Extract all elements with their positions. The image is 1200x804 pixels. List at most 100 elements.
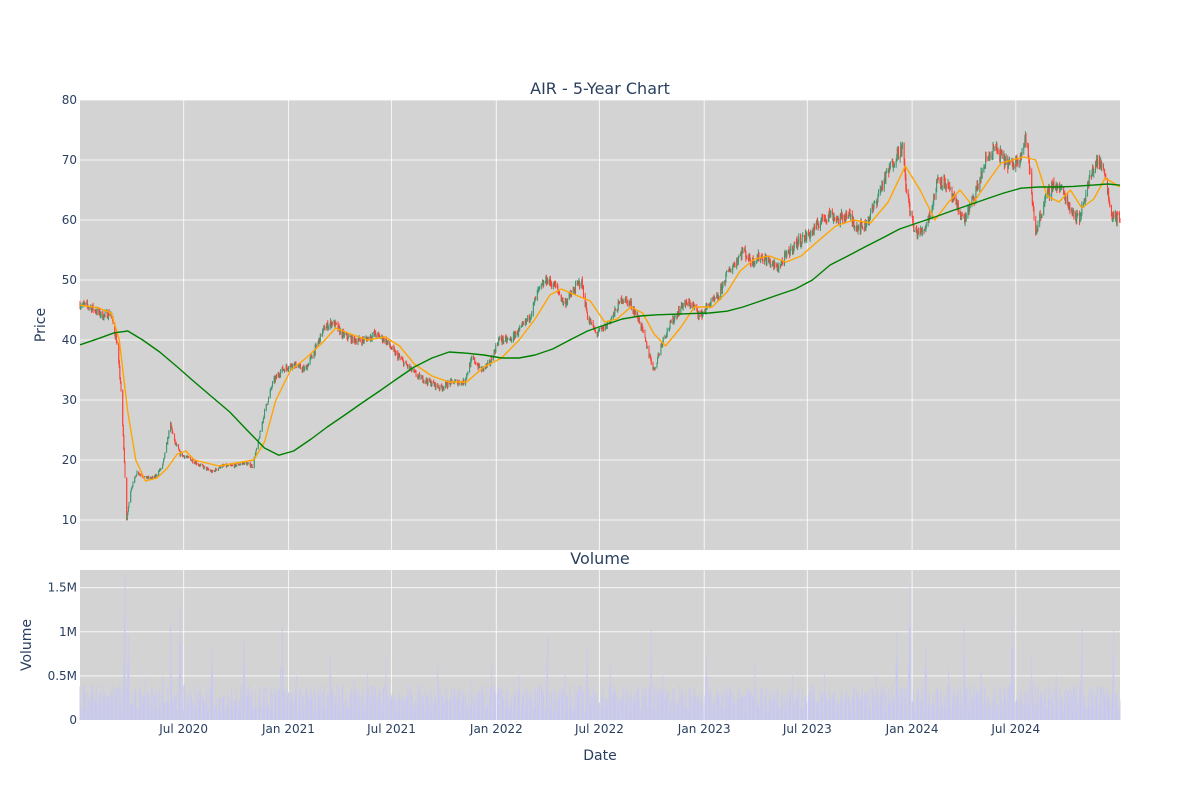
price-candle-body bbox=[318, 338, 320, 341]
price-candle-body bbox=[433, 383, 435, 386]
price-candle-body bbox=[429, 380, 431, 382]
volume-bar bbox=[712, 706, 714, 720]
price-candle-body bbox=[901, 146, 903, 155]
volume-bar bbox=[86, 710, 88, 720]
volume-bar bbox=[589, 703, 591, 720]
price-candle-body bbox=[744, 248, 746, 252]
price-candle-body bbox=[580, 283, 582, 287]
price-candle-body bbox=[1112, 212, 1114, 218]
volume-bar bbox=[493, 687, 494, 720]
volume-bar bbox=[242, 686, 244, 720]
volume-bar bbox=[1025, 691, 1026, 720]
price-candle-body bbox=[852, 219, 854, 223]
price-candle-body bbox=[789, 252, 791, 256]
volume-bar bbox=[1012, 647, 1014, 720]
price-candle-body bbox=[811, 231, 813, 234]
price-candle-body bbox=[937, 178, 939, 183]
volume-bar bbox=[697, 696, 699, 720]
volume-bar bbox=[225, 708, 227, 720]
price-candle-body bbox=[252, 467, 254, 468]
volume-bar bbox=[371, 685, 373, 720]
price-candle-body bbox=[810, 231, 812, 235]
volume-bar bbox=[845, 699, 846, 720]
volume-bar bbox=[757, 699, 759, 720]
price-candle-body bbox=[948, 183, 950, 186]
price-candle-body bbox=[733, 264, 735, 265]
volume-bar bbox=[94, 698, 96, 720]
price-candle-body bbox=[908, 201, 910, 204]
volume-bar bbox=[784, 695, 785, 720]
price-candle-body bbox=[1044, 198, 1046, 204]
price-candle-body bbox=[1057, 184, 1059, 186]
price-candle-body bbox=[470, 360, 472, 367]
price-candle-body bbox=[114, 333, 116, 338]
volume-bar bbox=[245, 694, 247, 720]
volume-bar bbox=[872, 691, 874, 720]
volume-bar bbox=[213, 705, 215, 720]
price-candle-body bbox=[622, 300, 624, 301]
price-candle-body bbox=[940, 182, 942, 186]
volume-bar bbox=[1020, 703, 1022, 720]
volume-bar bbox=[929, 708, 931, 720]
volume-bar bbox=[198, 699, 200, 720]
volume-bar bbox=[124, 574, 126, 720]
price-candle-body bbox=[275, 375, 277, 378]
price-candle-body bbox=[134, 476, 136, 478]
price-candle-body bbox=[625, 298, 627, 303]
volume-bar bbox=[760, 689, 762, 720]
volume-bar bbox=[941, 698, 943, 720]
volume-bar bbox=[710, 686, 711, 720]
volume-bar bbox=[657, 692, 659, 720]
price-candle-body bbox=[988, 156, 990, 158]
volume-bar bbox=[354, 697, 356, 720]
volume-bar bbox=[539, 685, 541, 720]
price-candle-body bbox=[991, 155, 993, 158]
price-candle-body bbox=[512, 333, 514, 341]
price-candle-body bbox=[445, 382, 447, 384]
volume-bar bbox=[980, 686, 981, 720]
price-candle-body bbox=[713, 298, 715, 300]
volume-bar bbox=[1007, 710, 1009, 720]
price-candle-body bbox=[511, 340, 513, 342]
volume-bar bbox=[88, 699, 90, 720]
price-candle-body bbox=[135, 474, 137, 477]
price-candle-body bbox=[725, 274, 727, 282]
price-candle-body bbox=[698, 315, 700, 318]
volume-bar bbox=[769, 689, 771, 720]
volume-bar bbox=[449, 697, 451, 720]
price-candle-body bbox=[688, 300, 690, 306]
volume-bar bbox=[494, 684, 496, 720]
price-candle-body bbox=[422, 376, 424, 382]
volume-bar bbox=[164, 703, 166, 720]
volume-bar bbox=[90, 685, 92, 720]
price-candle-body bbox=[107, 311, 109, 319]
price-candle-body bbox=[858, 224, 860, 229]
volume-bar bbox=[681, 688, 683, 720]
volume-bar bbox=[272, 693, 273, 720]
price-candle-body bbox=[951, 187, 953, 199]
volume-bar bbox=[450, 688, 452, 720]
price-candle-body bbox=[278, 373, 280, 376]
volume-bar bbox=[1027, 699, 1029, 720]
price-candle-body bbox=[1065, 196, 1067, 202]
price-candle-body bbox=[195, 462, 197, 465]
price-candle-body bbox=[777, 265, 779, 272]
volume-bar bbox=[995, 690, 997, 720]
volume-bar bbox=[140, 693, 142, 720]
price-candle-body bbox=[716, 295, 718, 299]
price-candle-body bbox=[673, 320, 675, 323]
price-candle-body bbox=[116, 342, 118, 345]
volume-bar bbox=[163, 702, 165, 720]
volume-bar bbox=[106, 703, 108, 720]
price-candle-body bbox=[369, 335, 371, 340]
volume-bar bbox=[298, 693, 300, 720]
price-candle-body bbox=[422, 381, 424, 383]
price-candle-body bbox=[909, 211, 911, 213]
price-candle-body bbox=[793, 243, 795, 248]
volume-bar bbox=[531, 697, 533, 720]
volume-bar bbox=[1080, 655, 1082, 720]
price-candle-body bbox=[1067, 196, 1069, 203]
price-candle-body bbox=[281, 367, 283, 372]
price-candle-body bbox=[706, 304, 708, 307]
volume-bar bbox=[196, 693, 198, 720]
